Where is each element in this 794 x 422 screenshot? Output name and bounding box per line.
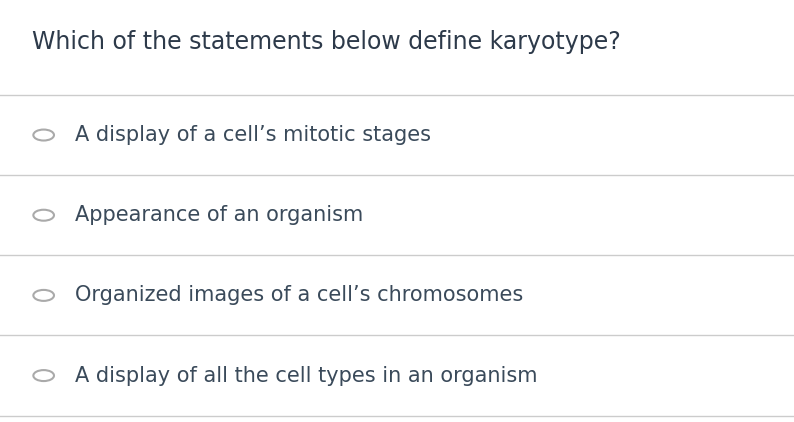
Text: A display of a cell’s mitotic stages: A display of a cell’s mitotic stages [75, 125, 431, 145]
Text: A display of all the cell types in an organism: A display of all the cell types in an or… [75, 365, 538, 386]
Text: Appearance of an organism: Appearance of an organism [75, 205, 364, 225]
Text: Which of the statements below define karyotype?: Which of the statements below define kar… [32, 30, 620, 54]
Text: Organized images of a cell’s chromosomes: Organized images of a cell’s chromosomes [75, 285, 524, 306]
